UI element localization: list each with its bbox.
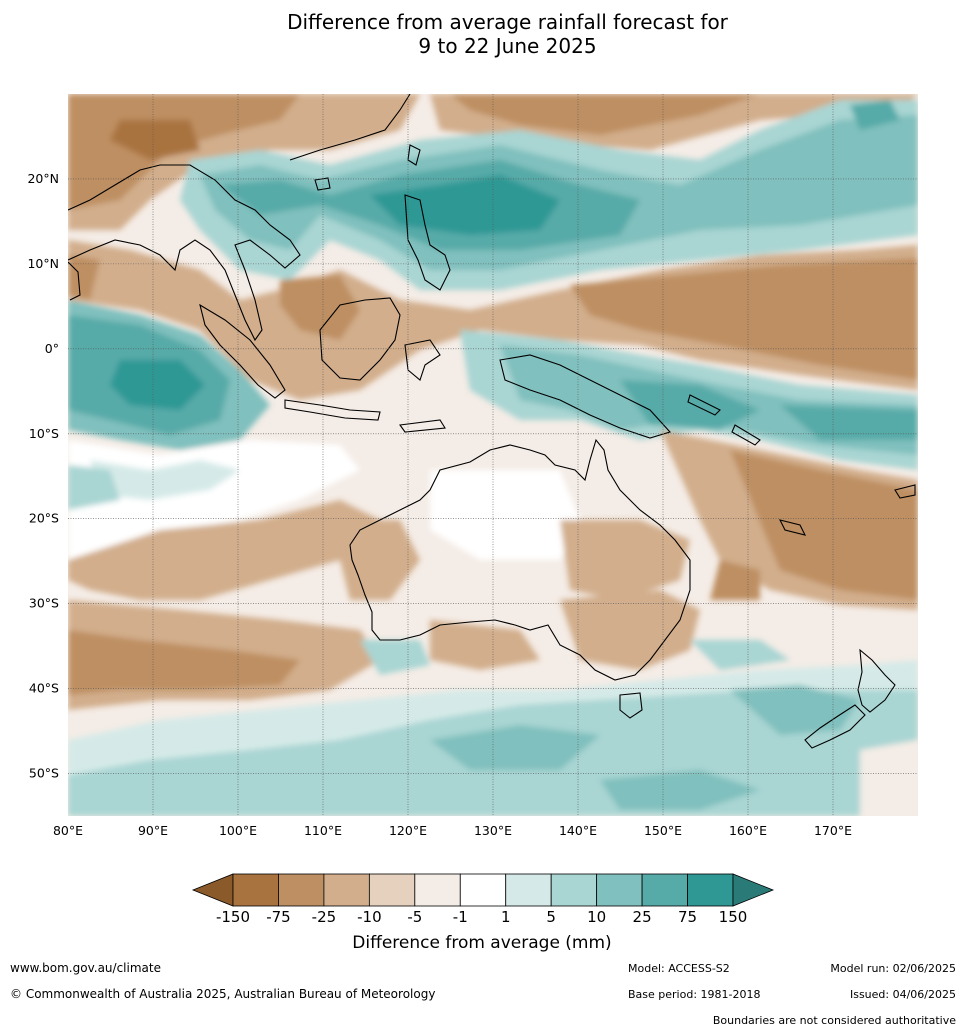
- boundaries-disclaimer: Boundaries are not considered authoritat…: [712, 1014, 956, 1027]
- colorbar: -150 -75 -25 -10 -5 -1 1 5 10 25 75 150: [191, 873, 775, 926]
- colorbar-tick-label: -25: [312, 908, 337, 926]
- longitude-label: 80°E: [53, 823, 83, 838]
- colorbar-tick-label: -10: [357, 908, 382, 926]
- latitude-labels: 20°N 10°N 0° 10°S 20°S 30°S 40°S 50°S: [27, 171, 59, 781]
- latitude-label: 30°S: [29, 596, 59, 611]
- latitude-label: 0°: [45, 341, 59, 356]
- longitude-label: 90°E: [138, 823, 168, 838]
- colorbar-tick-label: 5: [546, 908, 556, 926]
- website-link[interactable]: www.bom.gov.au/climate: [10, 961, 161, 975]
- model-run-date: Model run: 02/06/2025: [830, 962, 956, 975]
- longitude-label: 160°E: [729, 823, 767, 838]
- coastlines: [68, 94, 916, 749]
- longitude-labels: 80°E 90°E 100°E 110°E 120°E 130°E 140°E 150°E 16…: [53, 823, 852, 838]
- copyright-text: © Commonwealth of Australia 2025, Austra…: [10, 987, 436, 1001]
- longitude-label: 120°E: [389, 823, 427, 838]
- map-title: Difference from average rainfall forecas…: [0, 10, 965, 58]
- colorbar-swatch: [368, 873, 416, 907]
- latitude-label: 50°S: [29, 766, 59, 781]
- title-line-1: Difference from average rainfall forecas…: [287, 10, 728, 34]
- title-line-2: 9 to 22 June 2025: [418, 34, 597, 58]
- colorbar-tick-label: 150: [719, 908, 748, 926]
- latitude-label: 20°S: [29, 511, 59, 526]
- latitude-label: 10°S: [29, 426, 59, 441]
- latitude-label: 10°N: [27, 256, 59, 271]
- model-name: Model: ACCESS-S2: [628, 962, 730, 975]
- colorbar-swatch: [278, 873, 325, 907]
- colorbar-swatch: [414, 873, 461, 907]
- longitude-label: 100°E: [219, 823, 257, 838]
- longitude-label: 150°E: [644, 823, 682, 838]
- colorbar-swatch: [687, 873, 734, 907]
- issued-date: Issued: 04/06/2025: [849, 988, 956, 1001]
- longitude-label: 130°E: [474, 823, 512, 838]
- latitude-label: 40°S: [29, 681, 59, 696]
- colorbar-swatch: [641, 873, 688, 907]
- colorbar-tick-label: 75: [678, 908, 697, 926]
- colorbar-title: Difference from average (mm): [352, 933, 611, 953]
- colorbar-swatch: [323, 873, 370, 907]
- longitude-label: 170°E: [814, 823, 852, 838]
- rainfall-anomaly-field: [68, 94, 918, 816]
- base-period: Base period: 1981-2018: [628, 988, 761, 1001]
- colorbar-tick-label: 10: [587, 908, 606, 926]
- latitude-label: 20°N: [27, 171, 59, 186]
- colorbar-tick-label: -75: [266, 908, 291, 926]
- colorbar-swatch: [550, 873, 598, 907]
- longitude-label: 140°E: [559, 823, 597, 838]
- colorbar-swatch: [232, 873, 279, 907]
- colorbar-tick-label: -5: [407, 908, 422, 926]
- colorbar-swatch: [459, 873, 507, 907]
- colorbar-min-extend: [191, 873, 234, 907]
- graticule: [68, 94, 918, 816]
- colorbar-tick-label: 25: [633, 908, 652, 926]
- colorbar-swatch: [505, 873, 552, 907]
- colorbar-tick-label: 1: [501, 908, 511, 926]
- colorbar-tick-label: -150: [216, 908, 250, 926]
- colorbar-max-extend: [732, 873, 775, 907]
- colorbar-tick-label: -1: [453, 908, 468, 926]
- longitude-label: 110°E: [304, 823, 342, 838]
- colorbar-swatch: [596, 873, 643, 907]
